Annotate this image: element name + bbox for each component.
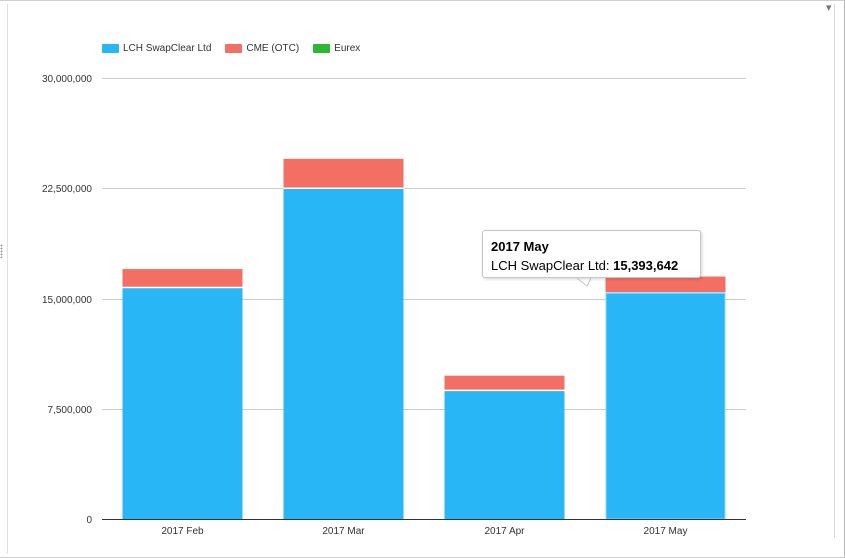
tooltip-body: LCH SwapClear Ltd: 15,393,642 bbox=[491, 256, 692, 275]
legend-swatch bbox=[102, 44, 119, 53]
x-tick-label: 2017 May bbox=[644, 526, 688, 537]
legend-label: LCH SwapClear Ltd bbox=[123, 43, 212, 54]
tooltip-value: 15,393,642 bbox=[613, 258, 679, 273]
tooltip-series-label: LCH SwapClear Ltd: bbox=[491, 258, 610, 273]
y-tick-label: 22,500,000 bbox=[42, 184, 92, 195]
dropdown-caret-icon[interactable]: ▾ bbox=[826, 2, 832, 14]
y-tick-label: 15,000,000 bbox=[42, 295, 92, 306]
bar-lch-swapclear-ltd-2017-may[interactable] bbox=[605, 292, 726, 519]
bar-cme-otc-2017-may[interactable] bbox=[605, 276, 726, 293]
bar-lch-swapclear-ltd-2017-apr[interactable] bbox=[444, 390, 565, 519]
tooltip-title: 2017 May bbox=[491, 239, 549, 254]
legend-label: Eurex bbox=[334, 43, 361, 54]
chart-legend: LCH SwapClear Ltd CME (OTC) Eurex bbox=[102, 43, 374, 54]
legend-item-lch-swapclear-ltd[interactable]: LCH SwapClear Ltd bbox=[102, 43, 211, 54]
panel-divider-left bbox=[7, 4, 8, 554]
legend-item-eurex[interactable]: Eurex bbox=[313, 43, 360, 54]
x-tick-label: 2017 Mar bbox=[322, 526, 365, 537]
resize-grip-icon[interactable] bbox=[0, 244, 3, 258]
bar-cme-otc-2017-feb[interactable] bbox=[122, 269, 243, 288]
legend-swatch bbox=[313, 44, 331, 53]
y-tick-label: 7,500,000 bbox=[48, 405, 93, 416]
y-tick-label: 0 bbox=[86, 515, 92, 526]
legend-label: CME (OTC) bbox=[246, 43, 300, 54]
bar-lch-swapclear-ltd-2017-mar[interactable] bbox=[283, 188, 404, 519]
bar-lch-swapclear-ltd-2017-feb[interactable] bbox=[122, 287, 243, 519]
x-tick-label: 2017 Feb bbox=[161, 526, 204, 537]
bar-cme-otc-2017-apr[interactable] bbox=[444, 375, 565, 391]
bar-cme-otc-2017-mar[interactable] bbox=[283, 158, 404, 189]
tooltip-pointer bbox=[577, 277, 591, 287]
x-tick-label: 2017 Apr bbox=[484, 526, 525, 537]
chart-tooltip: 2017 May LCH SwapClear Ltd: 15,393,642 bbox=[482, 230, 701, 278]
panel-divider-right bbox=[834, 4, 835, 538]
y-tick-label: 30,000,000 bbox=[42, 74, 92, 85]
legend-item-cme-otc[interactable]: CME (OTC) bbox=[225, 43, 299, 54]
legend-swatch bbox=[225, 44, 243, 53]
